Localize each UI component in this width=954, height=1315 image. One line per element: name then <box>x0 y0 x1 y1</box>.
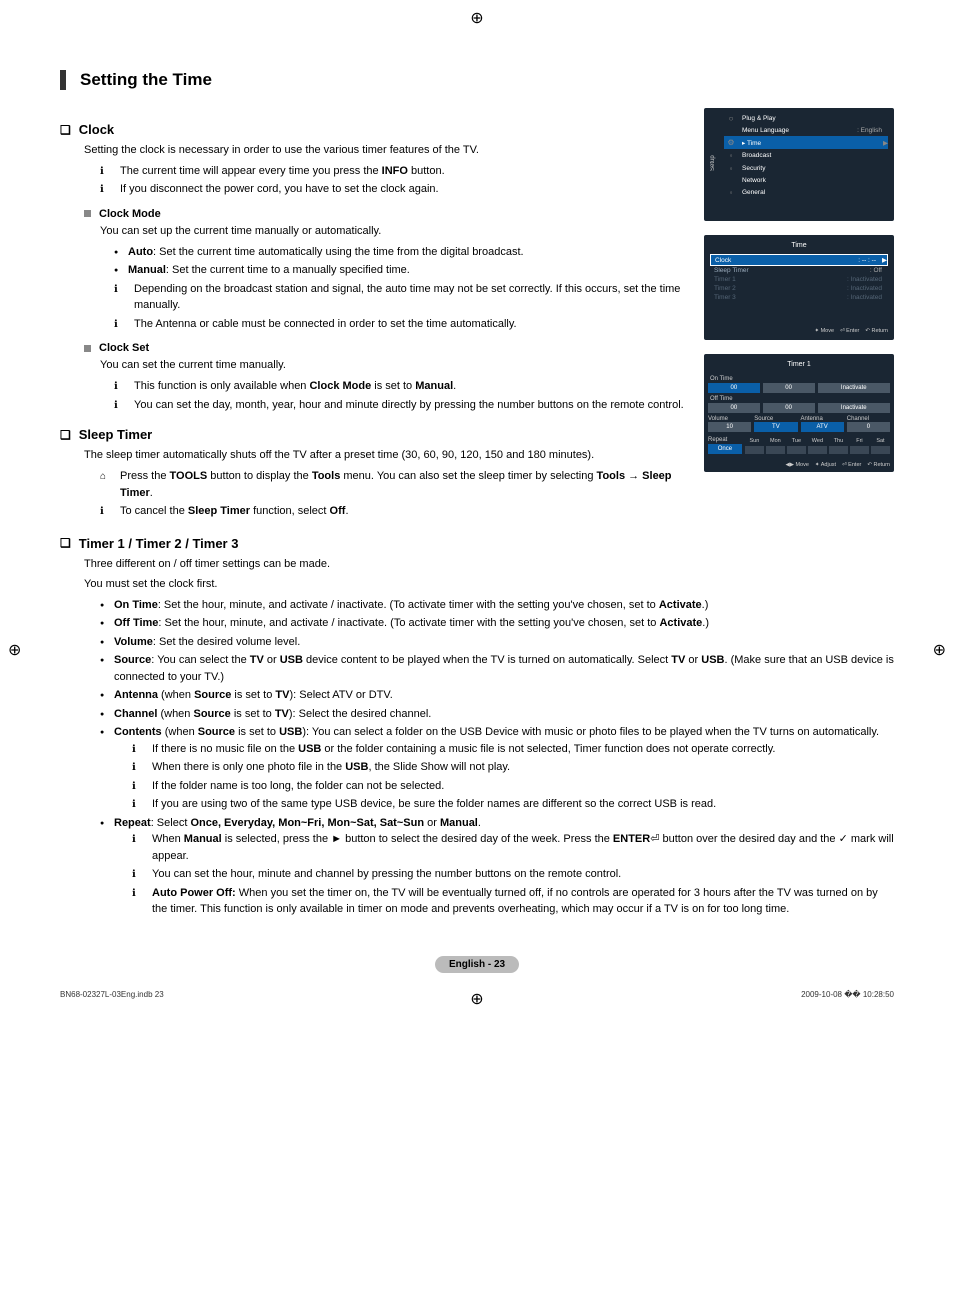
timers-intro1: Three different on / off timer settings … <box>84 557 894 573</box>
square-bullet-icon: ❏ <box>60 536 71 550</box>
note-item: You can set the day, month, year, hour a… <box>114 397 686 414</box>
dot-icon: ◦ <box>724 164 738 173</box>
registration-mark-left: ⊕ <box>8 640 21 660</box>
small-square-icon <box>84 210 91 217</box>
note-item: If you disconnect the power cord, you ha… <box>100 181 686 198</box>
osd-setup-screenshot: Setup ○Plug & Play Menu Language: Englis… <box>704 108 894 221</box>
dot-icon: ◦ <box>724 151 738 160</box>
osd-row: Timer 3: Inactivated <box>710 293 888 302</box>
note-item: The Antenna or cable must be connected i… <box>114 316 686 333</box>
note-item: If there is no music file on the USB or … <box>132 741 894 758</box>
header-bar <box>60 70 66 90</box>
note-item: This function is only available when Clo… <box>114 378 686 395</box>
osd-footer: ◀▶ Move ✦ Adjust ⏎ Enter ↶ Return <box>708 462 890 468</box>
clock-intro: Setting the clock is necessary in order … <box>84 143 686 159</box>
list-item: Auto: Set the current time automatically… <box>114 244 686 261</box>
dot-icon: ○ <box>724 114 738 123</box>
timers-intro2: You must set the clock first. <box>84 577 894 593</box>
setup-side-label: Setup <box>710 112 724 215</box>
page-number: English - 23 <box>60 958 894 970</box>
osd-row: Timer 2: Inactivated <box>710 284 888 293</box>
main-content: ❏ Clock Setting the clock is necessary i… <box>60 108 686 522</box>
section-header: Setting the Time <box>60 70 894 90</box>
list-item: Source: You can select the TV or USB dev… <box>100 652 894 685</box>
note-item: Depending on the broadcast station and s… <box>114 281 686 314</box>
arrow-right-icon: ▶ <box>883 139 888 147</box>
off-time-label: Off Time <box>710 396 890 402</box>
list-item: Repeat: Select Once, Everyday, Mon~Fri, … <box>100 815 894 918</box>
registration-mark-top: ⊕ <box>470 8 483 28</box>
days-labels: Sun Mon Tue Wed Thu Fri Sat <box>745 438 890 444</box>
osd-row: Menu Language: English <box>724 125 888 136</box>
gear-icon: ⚙ <box>724 138 738 147</box>
clock-set-intro: You can set the current time manually. <box>100 358 686 374</box>
timers-list: On Time: Set the hour, minute, and activ… <box>100 597 894 918</box>
osd-row: ◦General <box>724 186 888 199</box>
clock-mode-list: Auto: Set the current time automatically… <box>114 244 686 279</box>
clock-set-notes: This function is only available when Clo… <box>114 378 686 413</box>
note-item: When there is only one photo file in the… <box>132 759 894 776</box>
list-item: Contents (when Source is set to USB): Yo… <box>100 724 894 813</box>
osd-row-selected: ⚙▸ Time▶ <box>724 136 888 149</box>
square-bullet-icon: ❏ <box>60 428 71 442</box>
content-notes: If there is no music file on the USB or … <box>132 741 894 813</box>
clock-notes: The current time will appear every time … <box>100 163 686 198</box>
list-item: Volume: Set the desired volume level. <box>100 634 894 651</box>
registration-mark-bottom: ⊕ <box>470 989 483 1009</box>
list-item: Manual: Set the current time to a manual… <box>114 262 686 279</box>
note-item: Auto Power Off: When you set the timer o… <box>132 885 894 918</box>
clock-mode-intro: You can set up the current time manually… <box>100 224 686 240</box>
arrow-right-icon: ▶ <box>882 256 887 264</box>
note-item: Press the TOOLS button to display the To… <box>100 468 686 501</box>
repeat-row: Repeat Sun Mon Tue Wed Thu Fri Sat <box>708 436 890 444</box>
registration-mark-right: ⊕ <box>933 640 946 660</box>
clock-mode-heading: Clock Mode <box>84 208 686 220</box>
sleep-heading: ❏ Sleep Timer <box>60 427 686 442</box>
off-time-row: 00 00 Inactivate <box>708 403 890 413</box>
square-bullet-icon: ❏ <box>60 123 71 137</box>
osd-row: Sleep Timer: Off <box>710 266 888 275</box>
note-item: You can set the hour, minute and channel… <box>132 866 894 883</box>
note-item: If the folder name is too long, the fold… <box>132 778 894 795</box>
osd-row-selected: Clock: -- : --▶ <box>710 254 888 266</box>
clock-set-heading: Clock Set <box>84 342 686 354</box>
osd-row: ◦Broadcast <box>724 149 888 162</box>
dot-icon: ◦ <box>724 188 738 197</box>
sleep-notes: Press the TOOLS button to display the To… <box>100 468 686 520</box>
list-item: On Time: Set the hour, minute, and activ… <box>100 597 894 614</box>
list-item: Off Time: Set the hour, minute, and acti… <box>100 615 894 632</box>
on-time-row: 00 00 Inactivate <box>708 383 890 393</box>
osd-row: Network <box>724 175 888 186</box>
list-item: Antenna (when Source is set to TV): Sele… <box>100 687 894 704</box>
note-item: To cancel the Sleep Timer function, sele… <box>100 503 686 520</box>
timers-heading: ❏ Timer 1 / Timer 2 / Timer 3 <box>60 536 894 551</box>
clock-heading: ❏ Clock <box>60 122 686 137</box>
osd-row: ○Plug & Play <box>724 112 888 125</box>
osd-title: Time <box>710 239 888 254</box>
note-item: When Manual is selected, press the ► but… <box>132 831 894 864</box>
osd-title: Timer 1 <box>708 358 890 373</box>
repeat-value-row: Once <box>708 444 890 454</box>
osd-row: Timer 1: Inactivated <box>710 275 888 284</box>
page-title: Setting the Time <box>80 70 212 90</box>
mid-values-row: 10 TV ATV 0 <box>708 422 890 432</box>
osd-column: Setup ○Plug & Play Menu Language: Englis… <box>704 108 894 522</box>
repeat-notes: When Manual is selected, press the ► but… <box>132 831 894 918</box>
note-item: The current time will appear every time … <box>100 163 686 180</box>
list-item: Channel (when Source is set to TV): Sele… <box>100 706 894 723</box>
osd-time-screenshot: Time Clock: -- : --▶ Sleep Timer: Off Ti… <box>704 235 894 340</box>
clock-mode-notes: Depending on the broadcast station and s… <box>114 281 686 333</box>
on-time-label: On Time <box>710 376 890 382</box>
small-square-icon <box>84 345 91 352</box>
osd-row: ◦Security <box>724 162 888 175</box>
sleep-intro: The sleep timer automatically shuts off … <box>84 448 686 464</box>
note-item: If you are using two of the same type US… <box>132 796 894 813</box>
osd-footer: ✦ Move ⏎ Enter ↶ Return <box>710 328 888 334</box>
footer-right: 2009-10-08 �� 10:28:50 <box>801 990 894 999</box>
footer-left: BN68-02327L-03Eng.indb 23 <box>60 990 164 999</box>
osd-timer1-screenshot: Timer 1 On Time 00 00 Inactivate Off Tim… <box>704 354 894 472</box>
